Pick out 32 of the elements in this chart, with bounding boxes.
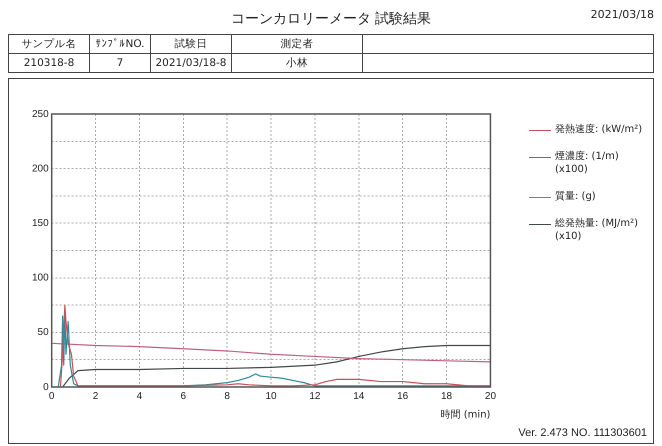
text: 2021/03/18 xyxy=(590,8,654,21)
x-tick-label: 2 xyxy=(92,390,99,402)
text: 7 xyxy=(90,54,150,72)
x-tick-label: 18 xyxy=(441,390,453,402)
text: Ver. 2.473 NO. 111303601 xyxy=(518,427,647,439)
text: 小林 xyxy=(232,54,362,72)
x-tick-label: 14 xyxy=(353,390,365,402)
text: 2021/03/18-8 xyxy=(150,54,232,72)
x-tick-label: 12 xyxy=(309,390,321,402)
text: ｻﾝﾌﾟﾙNO. xyxy=(90,34,150,54)
x-tick-label: 6 xyxy=(180,390,187,402)
x-tick-label: 10 xyxy=(266,390,278,402)
y-tick-label: 50 xyxy=(38,327,50,338)
legend-label: 煙濃度: (1/m) (x100) xyxy=(555,150,620,176)
y-tick-label: 100 xyxy=(32,272,50,284)
text: 210318-8 xyxy=(8,54,90,72)
y-tick-label: 250 xyxy=(32,108,50,120)
y-tick-label: 0 xyxy=(43,382,50,393)
x-tick-label: 4 xyxy=(136,390,143,402)
chart-title: コーンカロリーメータ 試験結果 xyxy=(230,11,432,27)
x-tick-label: 20 xyxy=(484,390,496,402)
legend-label: 発熱速度: (kW/m²) xyxy=(555,123,642,136)
text: 試験日 xyxy=(150,34,232,54)
legend-label: 質量: (g) xyxy=(555,190,596,203)
x-tick-label: 8 xyxy=(224,390,230,402)
text: 測定者 xyxy=(232,34,362,54)
y-tick-label: 150 xyxy=(32,218,50,229)
x-tick-label: 16 xyxy=(397,390,409,402)
legend-label: 総発熱量: (MJ/m²) (x10) xyxy=(555,217,640,243)
text: サンプル名 xyxy=(8,34,90,54)
y-tick-label: 200 xyxy=(32,163,50,174)
x-axis-title: 時間 (min) xyxy=(440,408,491,421)
